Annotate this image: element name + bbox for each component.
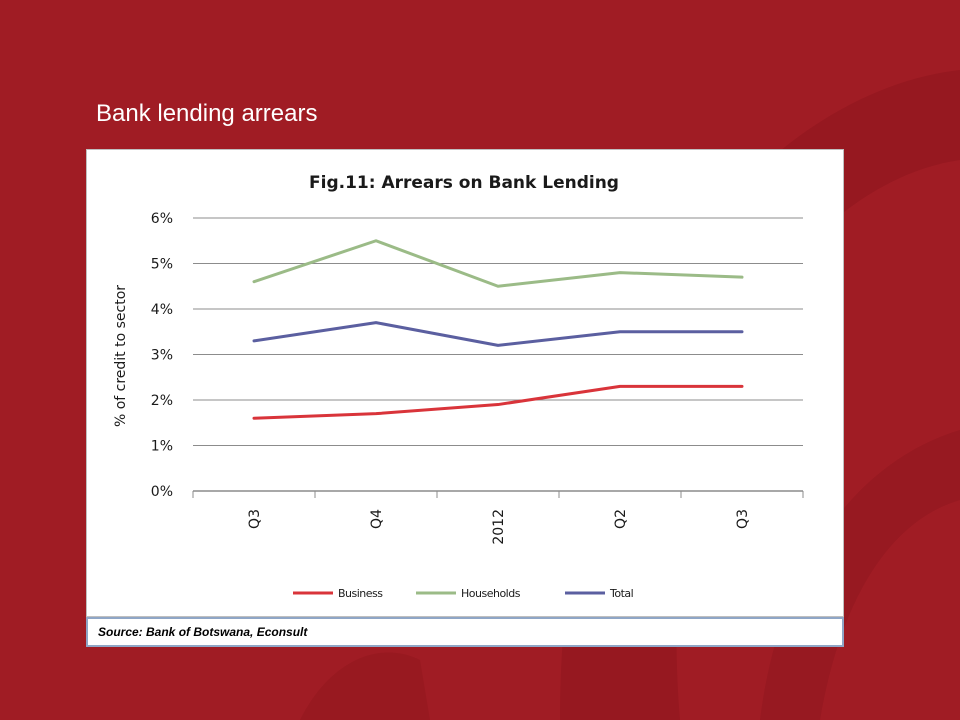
chart-panel: Fig.11: Arrears on Bank Lending % of cre… bbox=[86, 149, 844, 617]
legend-label-business: Business bbox=[338, 587, 383, 600]
series-line-total bbox=[252, 321, 744, 347]
x-tick-label: 2012 bbox=[491, 509, 507, 545]
y-tick-label: 5% bbox=[151, 257, 173, 273]
x-tick-label: Q3 bbox=[247, 509, 263, 529]
y-tick-label: 3% bbox=[151, 348, 173, 364]
series-line-households bbox=[252, 239, 744, 288]
x-tick-label: Q3 bbox=[735, 509, 751, 529]
y-axis-label: % of credit to sector bbox=[113, 285, 129, 427]
y-tick-label: 2% bbox=[151, 393, 173, 409]
x-tick-label: Q4 bbox=[369, 509, 385, 529]
y-tick-label: 4% bbox=[151, 302, 173, 318]
source-note: Source: Bank of Botswana, Econsult bbox=[86, 617, 844, 647]
line-chart: Fig.11: Arrears on Bank Lending % of cre… bbox=[113, 173, 804, 600]
x-tick-label: Q2 bbox=[613, 509, 629, 529]
y-tick-label: 6% bbox=[151, 211, 173, 227]
legend-label-households: Households bbox=[461, 587, 521, 600]
y-tick-label: 0% bbox=[151, 484, 173, 500]
legend-label-total: Total bbox=[609, 587, 634, 600]
y-tick-label: 1% bbox=[151, 439, 173, 455]
series-line-business bbox=[252, 384, 744, 420]
chart-title: Fig.11: Arrears on Bank Lending bbox=[309, 173, 619, 193]
slide-title: Bank lending arrears bbox=[96, 100, 318, 127]
